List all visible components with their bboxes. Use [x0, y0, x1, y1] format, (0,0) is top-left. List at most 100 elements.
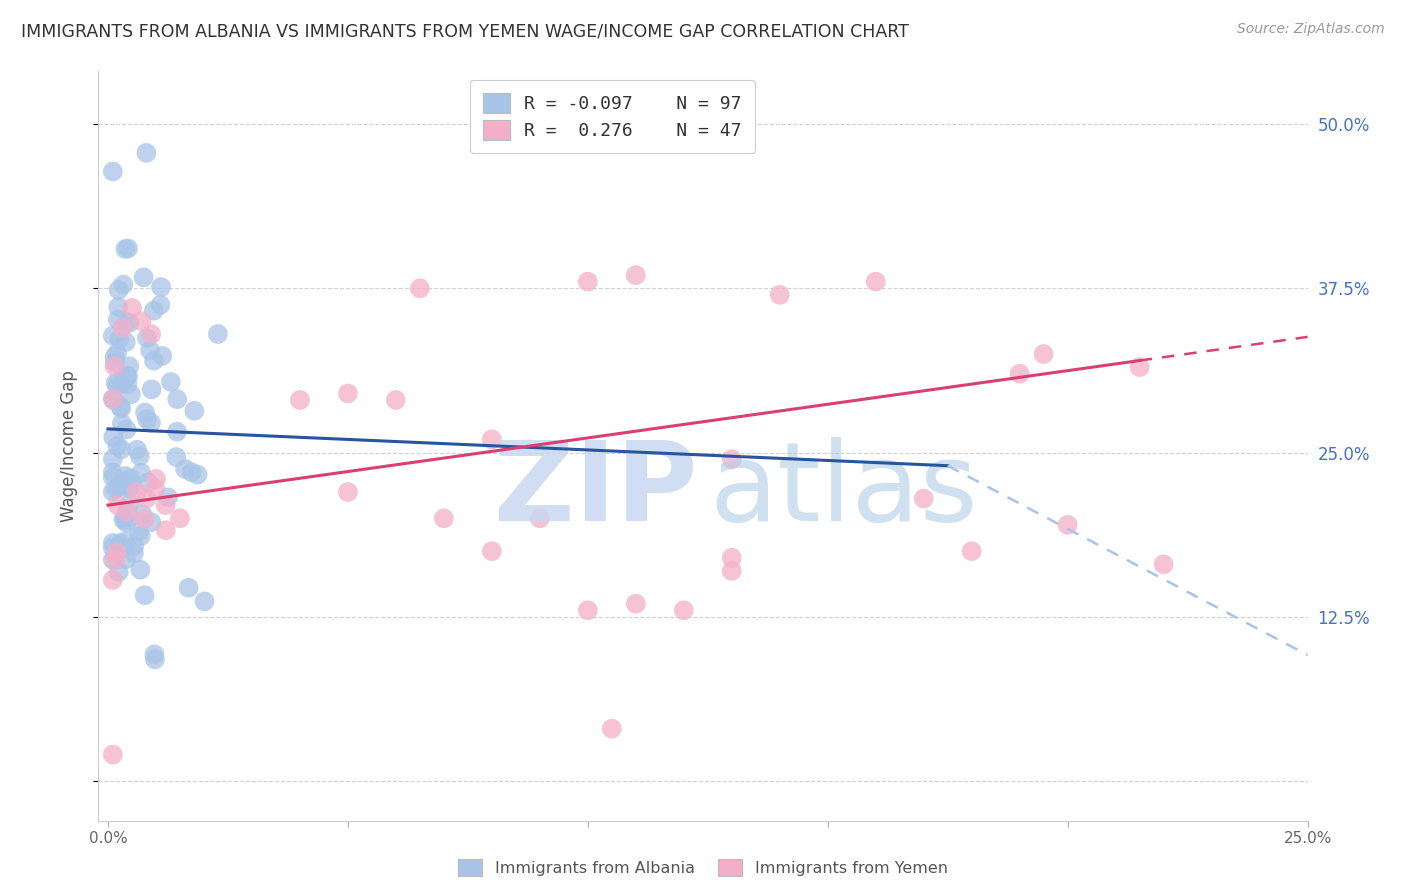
Point	[114, 242, 136, 256]
Point	[101, 465, 124, 479]
Point	[157, 491, 180, 505]
Point	[120, 471, 142, 485]
Point	[115, 368, 138, 383]
Point	[107, 498, 129, 512]
Point	[114, 478, 136, 492]
Point	[103, 430, 125, 444]
Point	[183, 403, 205, 417]
Point	[134, 406, 156, 420]
Point	[129, 466, 152, 480]
Point	[135, 331, 157, 345]
Point	[576, 603, 599, 617]
Point	[166, 392, 188, 407]
Point	[112, 513, 135, 527]
Point	[143, 652, 166, 666]
Point	[165, 450, 187, 464]
Point	[118, 497, 141, 511]
Point	[104, 553, 127, 567]
Point	[141, 383, 163, 397]
Point	[912, 491, 935, 506]
Point	[108, 480, 131, 494]
Legend: R = -0.097    N = 97, R =  0.276    N = 47: R = -0.097 N = 97, R = 0.276 N = 47	[470, 80, 755, 153]
Point	[529, 511, 551, 525]
Point	[720, 550, 742, 565]
Point	[101, 552, 124, 566]
Point	[207, 326, 229, 341]
Point	[114, 335, 136, 350]
Point	[129, 529, 152, 543]
Point	[385, 392, 408, 407]
Point	[114, 534, 136, 549]
Point	[114, 475, 136, 489]
Point	[149, 298, 172, 312]
Point	[865, 275, 887, 289]
Point	[720, 564, 742, 578]
Point	[177, 581, 200, 595]
Point	[104, 350, 127, 364]
Point	[103, 392, 125, 406]
Point	[115, 505, 138, 519]
Point	[166, 425, 188, 439]
Point	[101, 451, 124, 466]
Point	[108, 332, 131, 346]
Point	[115, 422, 138, 436]
Point	[101, 541, 124, 555]
Point	[134, 512, 156, 526]
Point	[155, 498, 177, 512]
Point	[112, 541, 135, 555]
Point	[145, 482, 167, 496]
Point	[103, 393, 125, 408]
Point	[120, 387, 142, 401]
Text: atlas: atlas	[709, 437, 977, 544]
Point	[481, 544, 503, 558]
Point	[111, 320, 134, 334]
Point	[1153, 558, 1175, 572]
Point	[187, 467, 209, 482]
Point	[150, 280, 173, 294]
Text: IMMIGRANTS FROM ALBANIA VS IMMIGRANTS FROM YEMEN WAGE/INCOME GAP CORRELATION CHA: IMMIGRANTS FROM ALBANIA VS IMMIGRANTS FR…	[21, 22, 908, 40]
Point	[110, 376, 132, 390]
Point	[128, 449, 150, 463]
Point	[118, 359, 141, 374]
Point	[115, 516, 138, 530]
Point	[105, 439, 128, 453]
Point	[131, 314, 153, 328]
Point	[101, 573, 124, 587]
Point	[960, 544, 983, 558]
Point	[720, 452, 742, 467]
Point	[160, 375, 183, 389]
Point	[122, 546, 145, 560]
Point	[104, 376, 127, 390]
Point	[117, 369, 139, 384]
Point	[104, 482, 127, 496]
Point	[624, 268, 647, 282]
Point	[101, 164, 124, 178]
Point	[112, 369, 135, 384]
Point	[115, 370, 138, 384]
Point	[112, 511, 135, 525]
Point	[139, 343, 162, 358]
Point	[101, 328, 124, 343]
Point	[576, 275, 599, 289]
Point	[155, 523, 177, 537]
Text: ZIP: ZIP	[494, 437, 697, 544]
Point	[141, 515, 163, 529]
Point	[131, 507, 153, 521]
Y-axis label: Wage/Income Gap: Wage/Income Gap	[59, 370, 77, 522]
Point	[336, 485, 359, 500]
Point	[180, 465, 202, 479]
Point	[141, 327, 163, 342]
Point	[107, 300, 129, 314]
Point	[115, 552, 138, 566]
Point	[481, 433, 503, 447]
Point	[118, 316, 141, 330]
Point	[150, 349, 173, 363]
Point	[769, 288, 792, 302]
Point	[1056, 517, 1078, 532]
Point	[624, 597, 647, 611]
Point	[112, 277, 135, 292]
Point	[107, 312, 129, 326]
Text: Source: ZipAtlas.com: Source: ZipAtlas.com	[1237, 22, 1385, 37]
Point	[288, 392, 311, 407]
Point	[132, 270, 155, 285]
